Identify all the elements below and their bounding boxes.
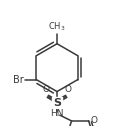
- Text: O: O: [42, 85, 49, 94]
- Text: O: O: [65, 85, 72, 94]
- Text: O: O: [91, 116, 98, 125]
- Text: CH$_3$: CH$_3$: [48, 21, 66, 33]
- Text: Br: Br: [13, 75, 24, 85]
- Text: HN: HN: [50, 109, 64, 118]
- Text: S: S: [53, 98, 61, 108]
